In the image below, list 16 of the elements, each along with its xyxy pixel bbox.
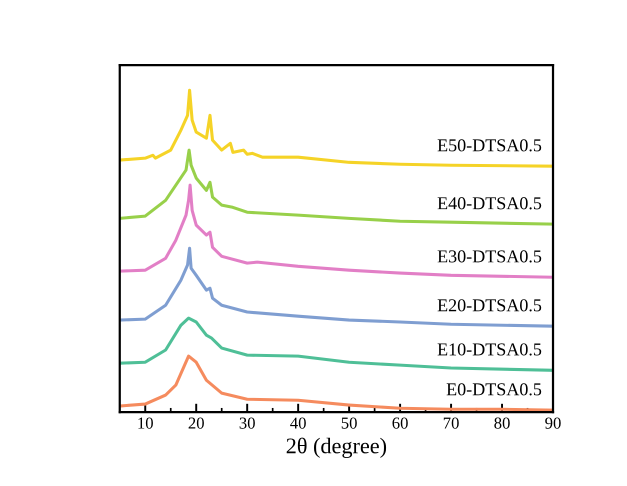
x-tick-label: 30	[240, 417, 255, 429]
x-axis-title: 2θ (degree)	[286, 438, 386, 458]
x-tick-label: 80	[494, 417, 510, 429]
x-tick-label: 20	[188, 417, 204, 429]
x-tick-label: 10	[138, 417, 153, 429]
series-label: E0-DTSA0.5	[446, 383, 542, 396]
series-label: E10-DTSA0.5	[438, 343, 542, 356]
x-tick-label: 70	[444, 417, 459, 429]
x-tick-label: 60	[392, 417, 408, 429]
series-label: E40-DTSA0.5	[438, 197, 542, 210]
series-label: E30-DTSA0.5	[438, 250, 542, 263]
series-label: E20-DTSA0.5	[438, 299, 542, 312]
series-label: E50-DTSA0.5	[438, 139, 542, 152]
x-tick-label: 90	[545, 417, 561, 429]
x-tick-label: 50	[342, 417, 357, 429]
x-tick-label: 40	[290, 417, 306, 429]
